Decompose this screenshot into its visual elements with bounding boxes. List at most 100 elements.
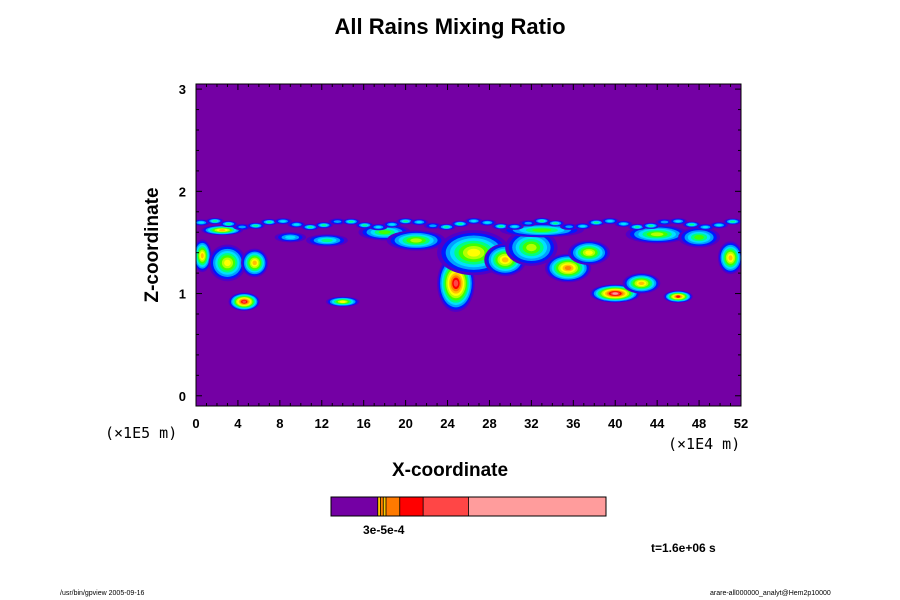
x-tick-label: 20 (398, 416, 412, 431)
heatmap-contour (650, 232, 664, 237)
heatmap-contour (676, 295, 681, 298)
colorbar-segment (423, 497, 469, 516)
y-tick-label: 3 (179, 82, 186, 97)
y-tick-label: 1 (179, 287, 186, 302)
heatmap-contour (266, 221, 272, 223)
heatmap-contour (689, 223, 695, 226)
heatmap-contour (212, 220, 218, 222)
x-tick-label: 28 (482, 416, 496, 431)
heatmap-contour (375, 226, 382, 229)
heatmap-contour (553, 222, 558, 225)
heatmap-contour (526, 243, 537, 252)
heatmap-contour (198, 221, 205, 224)
heatmap-contour (606, 219, 613, 223)
colorbar-segment (386, 497, 400, 516)
heatmap-contour (660, 220, 669, 224)
colorbar-segment (377, 497, 381, 516)
x-tick-label: 32 (524, 416, 538, 431)
colorbar-frame (330, 496, 607, 517)
x-tick-label: 0 (192, 416, 199, 431)
heatmap-contour (565, 225, 573, 229)
x-tick-label: 44 (650, 416, 665, 431)
heatmap-contour (728, 255, 733, 261)
heatmap-contour (532, 228, 552, 232)
heatmap-contour (638, 281, 645, 285)
x-tick-label: 40 (608, 416, 622, 431)
heatmap-contour (378, 230, 391, 235)
x-unit-label: (×1E4 m) (668, 435, 741, 453)
heatmap-contour (453, 279, 459, 287)
colorbar-segment (380, 497, 384, 516)
x-axis: 0 4 8 12 16 20 24 28 32 36 40 44 48 52 (192, 84, 748, 431)
heatmap-contour (429, 224, 437, 228)
time-label: t=1.6e+06 s (651, 541, 716, 555)
x-tick-label: 24 (440, 416, 455, 431)
heatmap-contour (224, 259, 231, 267)
heatmap-contour (730, 220, 736, 223)
heatmap-contour (253, 224, 259, 227)
heatmap-contour (321, 238, 333, 243)
x-tick-label: 16 (356, 416, 370, 431)
heatmap-contour (524, 221, 533, 225)
heatmap-contour (242, 300, 247, 303)
heatmap-contour (702, 226, 709, 229)
heatmap-contour (564, 265, 572, 271)
heatmap-contour (539, 220, 545, 222)
heatmap-contour (416, 221, 423, 224)
heatmap-contour (579, 225, 586, 228)
heatmap-contour (279, 220, 286, 223)
footer-right: arare-all000000_analyt@Hem2p10000 (710, 590, 831, 597)
heatmap-contour (226, 223, 231, 225)
colorbar-segment (399, 497, 424, 516)
y-axis: 0 1 2 3 (179, 82, 741, 404)
heatmap-contour (457, 222, 463, 225)
x-axis-label: X-coordinate (391, 460, 509, 481)
heatmap-contour (444, 226, 449, 228)
y-unit-label: (×1E5 m) (105, 424, 178, 442)
heatmap-contour (218, 228, 226, 232)
x-tick-label: 12 (315, 416, 329, 431)
heatmap-field (196, 217, 741, 312)
heatmap-contour (612, 292, 619, 295)
heatmap-contour (348, 220, 354, 223)
heatmap-contour (715, 224, 722, 227)
x-tick-label: 48 (692, 416, 706, 431)
x-tick-label: 4 (234, 416, 242, 431)
heatmap-contour (498, 225, 504, 228)
heatmap-contour (293, 223, 300, 226)
y-tick-label: 2 (179, 184, 186, 199)
x-tick-label: 8 (276, 416, 283, 431)
colorbar-segment (468, 497, 606, 516)
chart-title: All Rains Mixing Ratio (334, 14, 566, 39)
heatmap-contour (484, 221, 491, 224)
y-axis-label: Z-coordinate (142, 187, 163, 302)
colorbar-segment (331, 497, 378, 516)
heatmap-contour (333, 220, 342, 223)
heatmap-contour (675, 220, 682, 223)
heatmap-contour (470, 219, 477, 223)
colorbar (330, 496, 607, 517)
heatmap-contour (362, 224, 368, 227)
heatmap-contour (285, 235, 296, 240)
colorbar-label: 3e-5e-4 (363, 523, 405, 537)
colorbar-segment (383, 497, 386, 516)
heatmap-contour (620, 222, 627, 225)
x-tick-label: 52 (734, 416, 748, 431)
heatmap-contour (200, 253, 204, 259)
heatmap-contour (694, 234, 704, 240)
heatmap-contour (307, 226, 313, 228)
heatmap-contour (321, 224, 327, 227)
heatmap-contour (388, 223, 395, 226)
heatmap-contour (648, 224, 654, 227)
heatmap-contour (501, 257, 509, 263)
heatmap-contour (339, 300, 346, 303)
heatmap-contour (511, 225, 518, 228)
heatmap-contour (410, 238, 422, 243)
heatmap-contour (403, 220, 409, 223)
heatmap-contour (585, 250, 593, 255)
x-tick-label: 36 (566, 416, 580, 431)
y-tick-label: 0 (179, 389, 186, 404)
heatmap-contour (634, 226, 640, 228)
heatmap-contour (238, 225, 246, 229)
